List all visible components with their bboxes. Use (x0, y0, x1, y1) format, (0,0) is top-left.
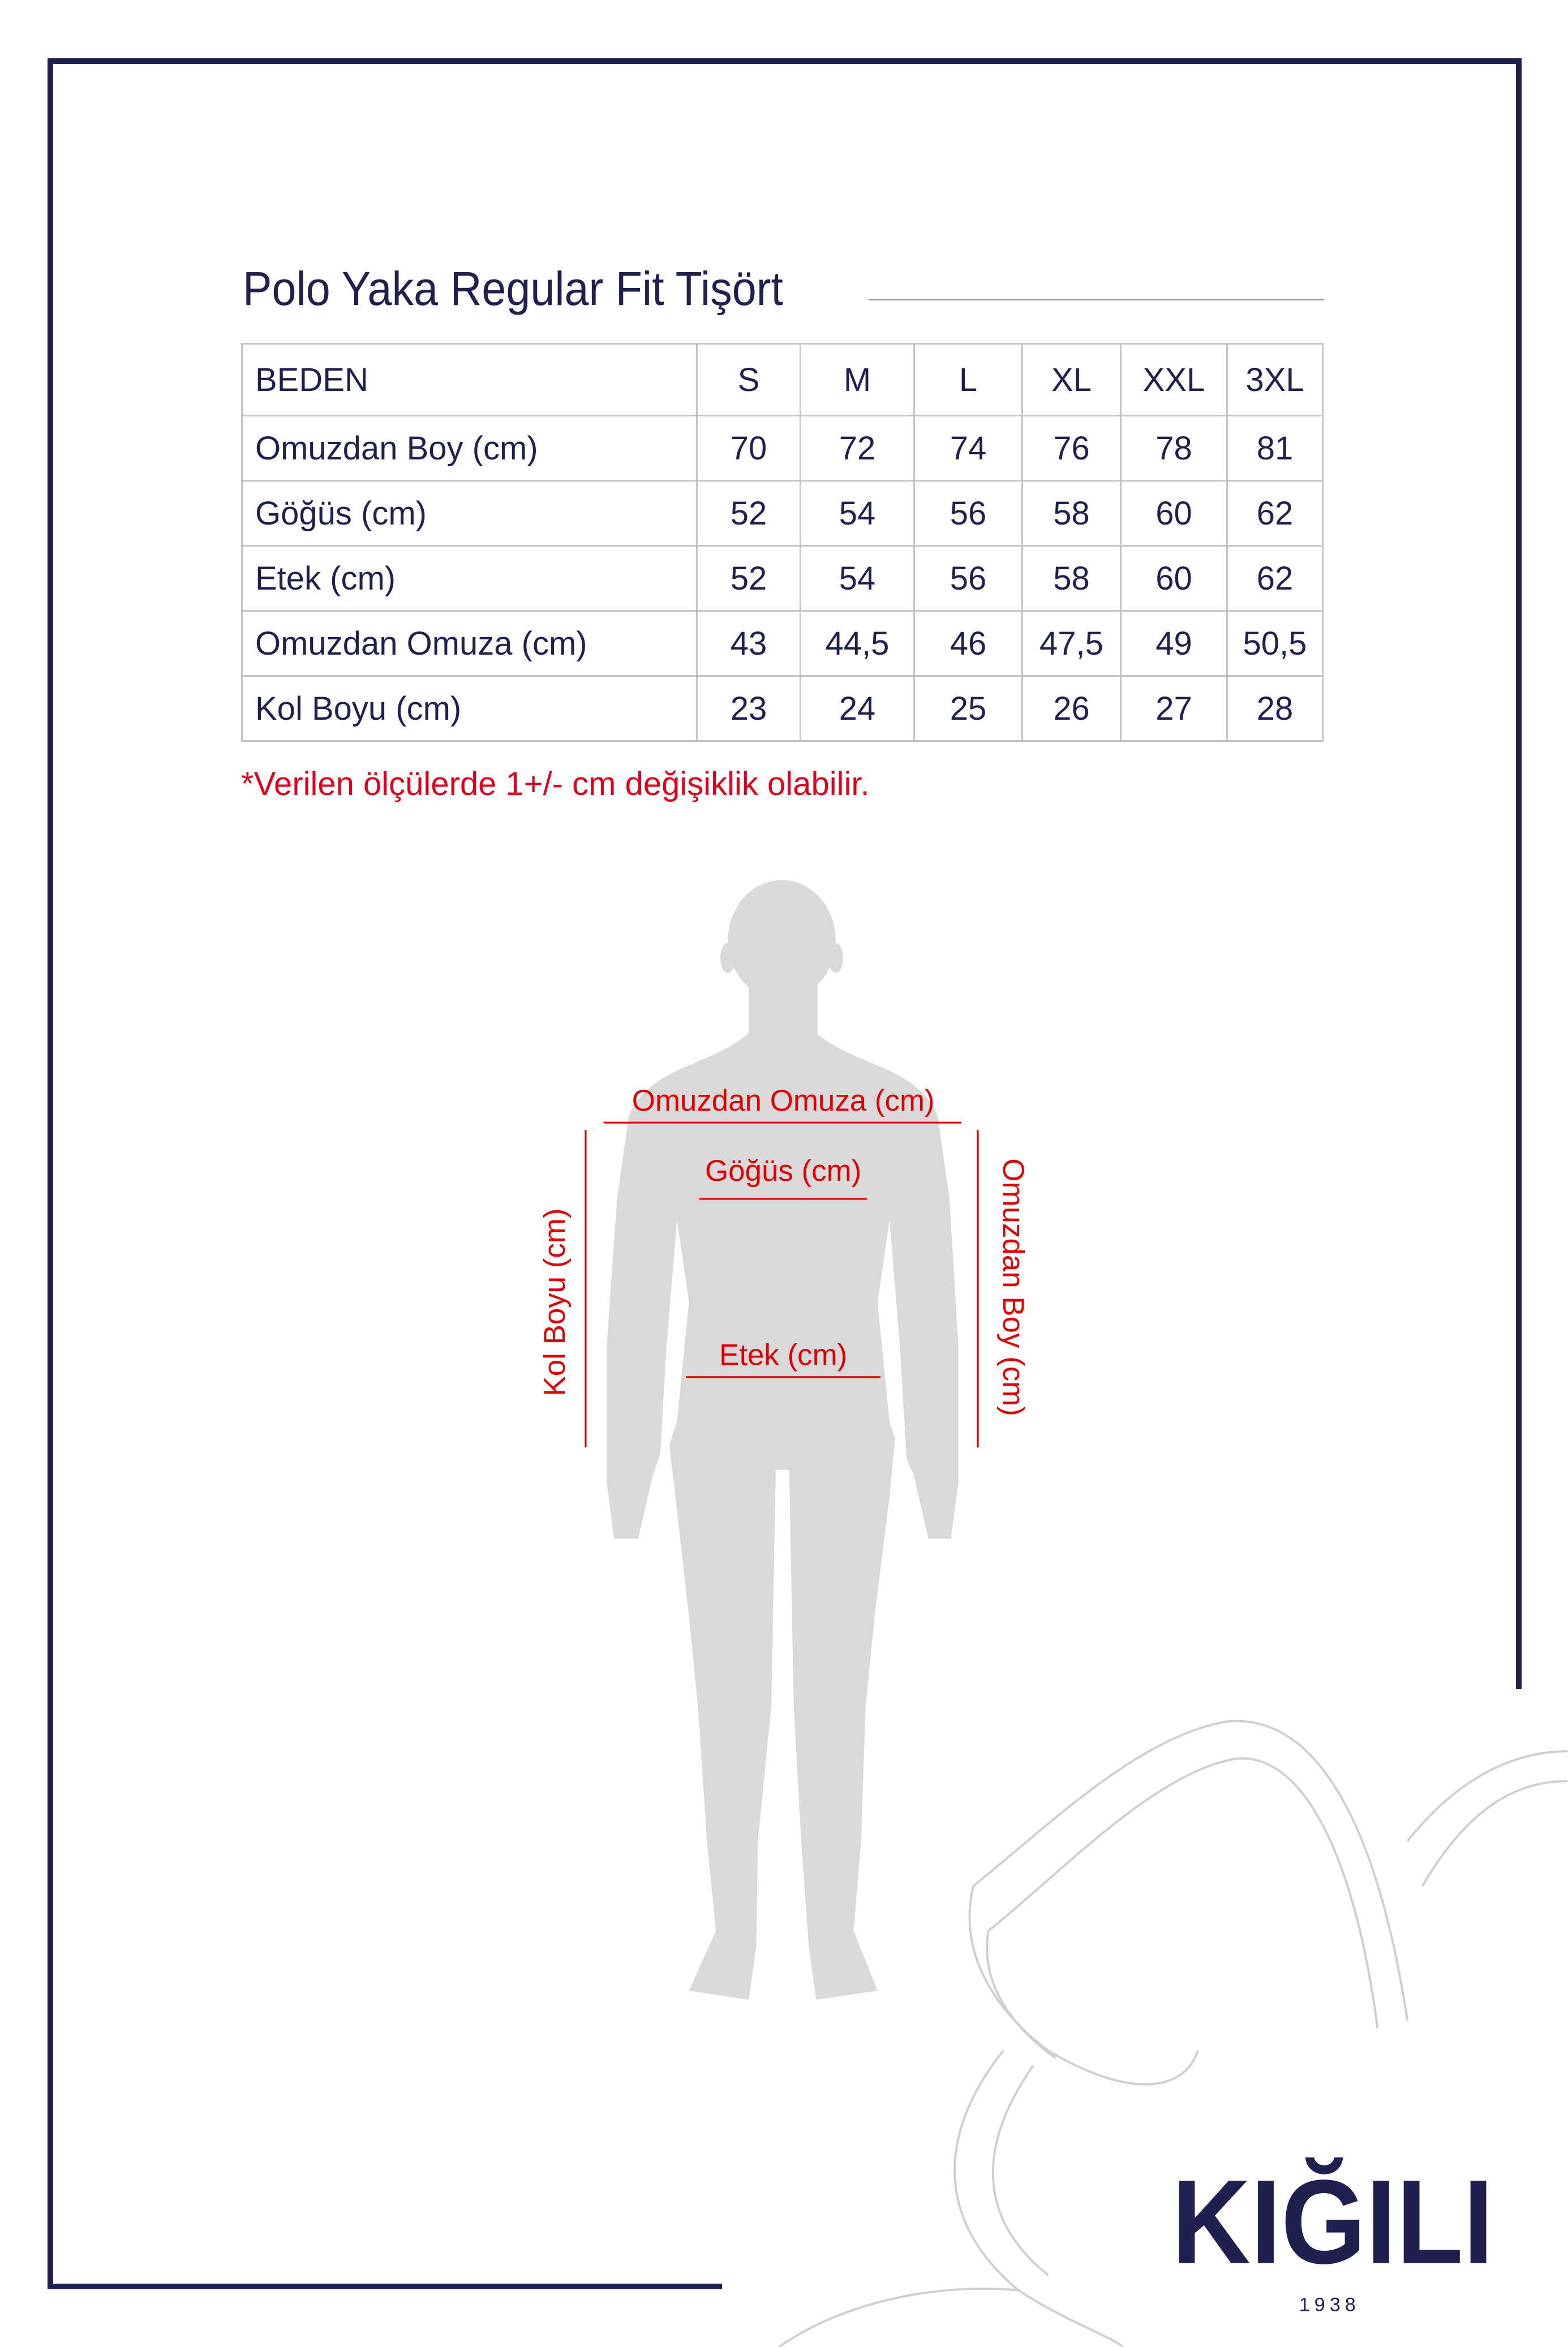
measurement-note: *Verilen ölçülerde 1+/- cm değişiklik ol… (241, 766, 870, 802)
table-cell: 44,5 (800, 610, 915, 677)
table-cell: 58 (1021, 545, 1122, 612)
table-cell: 28 (1226, 675, 1324, 742)
table-cell: 52 (696, 545, 801, 612)
header-cell: M (800, 343, 915, 416)
header-cell: 3XL (1226, 343, 1324, 416)
frame-left (48, 58, 53, 2289)
table-row: Omuzdan Boy (cm) 70 72 74 76 78 81 (241, 415, 1324, 482)
hem-label: Etek (cm) (719, 1339, 847, 1372)
table-header-row: BEDEN S M L XL XXL 3XL (241, 343, 1324, 416)
row-label: Göğüs (cm) (241, 480, 698, 547)
frame-bottom (48, 2284, 722, 2289)
table-cell: 23 (696, 675, 801, 742)
header-cell: BEDEN (241, 343, 698, 416)
chest-label: Göğüs (cm) (705, 1154, 861, 1188)
table-cell: 58 (1021, 480, 1122, 547)
header-cell: XXL (1120, 343, 1228, 416)
sleeve-label: Kol Boyu (cm) (538, 1208, 572, 1396)
table-cell: 52 (696, 480, 801, 547)
table-cell: 43 (696, 610, 801, 677)
human-silhouette (607, 880, 959, 2000)
row-label: Omuzdan Boy (cm) (241, 415, 698, 482)
size-table: BEDEN S M L XL XXL 3XL Omuzdan Boy (cm) … (241, 343, 1324, 742)
table-cell: 60 (1120, 545, 1228, 612)
title-divider (869, 299, 1324, 300)
header-cell: XL (1021, 343, 1122, 416)
table-cell: 54 (800, 545, 915, 612)
frame-right (1516, 58, 1522, 1689)
table-cell: 76 (1021, 415, 1122, 482)
table-row: Omuzdan Omuza (cm) 43 44,5 46 47,5 49 50… (241, 610, 1324, 677)
table-cell: 60 (1120, 480, 1228, 547)
table-cell: 24 (800, 675, 915, 742)
table-cell: 47,5 (1021, 610, 1122, 677)
page-title: Polo Yaka Regular Fit Tişört (243, 262, 783, 315)
table-cell: 25 (913, 675, 1023, 742)
table-cell: 74 (913, 415, 1023, 482)
table-cell: 62 (1226, 480, 1324, 547)
shoulder-label: Omuzdan Omuza (cm) (632, 1084, 935, 1117)
arm-gaps (659, 1220, 908, 1475)
table-cell: 54 (800, 480, 915, 547)
table-cell: 50,5 (1226, 610, 1324, 677)
row-label: Etek (cm) (241, 545, 698, 612)
table-row: Kol Boyu (cm) 23 24 25 26 27 28 (241, 675, 1324, 742)
brand-logo: KIĞILI 1938 (1172, 2155, 1494, 2316)
table-cell: 78 (1120, 415, 1228, 482)
logo-year: 1938 (1299, 2294, 1360, 2316)
table-row: Göğüs (cm) 52 54 56 58 60 62 (241, 480, 1324, 547)
logo-wordmark: KIĞILI (1172, 2155, 1494, 2289)
tape-measure-decoration (778, 1720, 1568, 2347)
table-cell: 81 (1226, 415, 1324, 482)
table-cell: 56 (913, 480, 1023, 547)
table-cell: 70 (696, 415, 801, 482)
header-cell: S (696, 343, 801, 416)
table-cell: 26 (1021, 675, 1122, 742)
header-cell: L (913, 343, 1023, 416)
table-cell: 56 (913, 545, 1023, 612)
length-label: Omuzdan Boy (cm) (996, 1158, 1030, 1416)
table-row: Etek (cm) 52 54 56 58 60 62 (241, 545, 1324, 612)
row-label: Kol Boyu (cm) (241, 675, 698, 742)
frame-top (48, 58, 1522, 64)
table-cell: 49 (1120, 610, 1228, 677)
table-cell: 27 (1120, 675, 1228, 742)
table-cell: 46 (913, 610, 1023, 677)
row-label: Omuzdan Omuza (cm) (241, 610, 698, 677)
table-cell: 72 (800, 415, 915, 482)
table-cell: 62 (1226, 545, 1324, 612)
